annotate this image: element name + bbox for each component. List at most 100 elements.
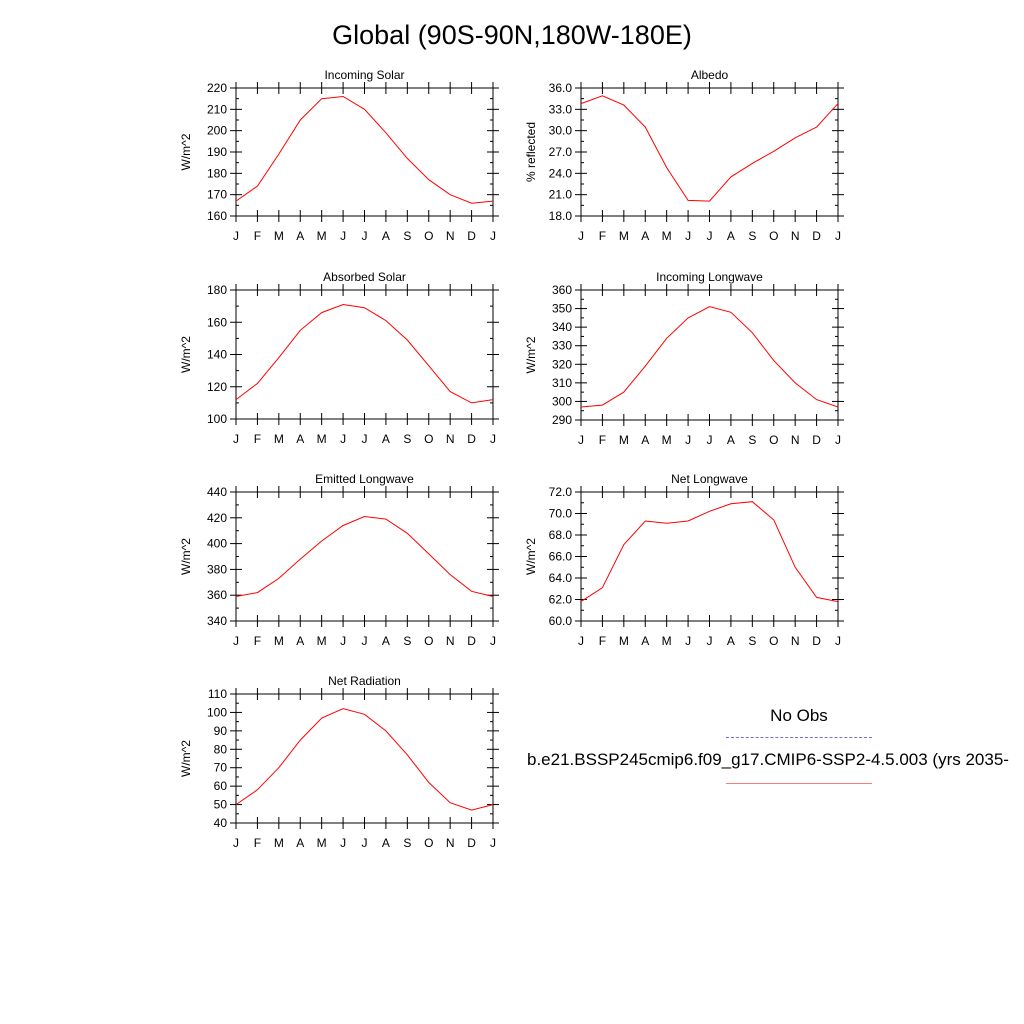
x-tick-label: O xyxy=(424,432,433,446)
y-tick-label: 200 xyxy=(207,124,227,138)
x-tick-label: F xyxy=(254,432,261,446)
series-line xyxy=(235,95,494,204)
y-tick-label: 290 xyxy=(552,413,572,427)
chart-title: Net Radiation xyxy=(328,674,401,688)
x-tick-label: M xyxy=(662,634,672,648)
y-tick-label: 420 xyxy=(207,511,227,525)
x-tick-label: F xyxy=(599,433,606,447)
x-tick-label: S xyxy=(403,229,411,243)
x-tick-label: A xyxy=(382,229,390,243)
x-tick-label: J xyxy=(340,229,346,243)
x-tick-label: J xyxy=(340,634,346,648)
y-tick-label: 40 xyxy=(214,816,228,830)
chart-title: Incoming Solar xyxy=(324,68,404,82)
y-tick-label: 180 xyxy=(207,166,227,180)
x-tick-label: M xyxy=(274,836,284,850)
y-tick-label: 60.0 xyxy=(549,614,573,628)
x-tick-label: S xyxy=(748,634,756,648)
y-axis-label: W/m^2 xyxy=(179,538,193,575)
x-tick-label: J xyxy=(707,433,713,447)
plot-frame xyxy=(580,289,839,421)
x-tick-label: M xyxy=(317,836,327,850)
x-tick-label: N xyxy=(446,432,455,446)
chart-title: Albedo xyxy=(691,68,729,82)
y-tick-label: 360 xyxy=(552,283,572,297)
y-tick-label: 100 xyxy=(207,412,227,426)
y-tick-label: 310 xyxy=(552,376,572,390)
y-axis-label: W/m^2 xyxy=(179,336,193,373)
x-tick-label: N xyxy=(791,229,800,243)
x-tick-label: J xyxy=(578,229,584,243)
y-tick-label: 80 xyxy=(214,742,228,756)
x-tick-label: A xyxy=(382,634,390,648)
y-tick-label: 70.0 xyxy=(549,507,573,521)
y-axis-label: % reflected xyxy=(524,122,538,182)
y-tick-label: 60 xyxy=(214,779,228,793)
x-tick-label: N xyxy=(446,634,455,648)
series-line xyxy=(235,515,494,597)
x-tick-label: F xyxy=(599,634,606,648)
x-tick-label: M xyxy=(619,634,629,648)
y-tick-label: 140 xyxy=(207,348,227,362)
x-tick-label: O xyxy=(769,229,778,243)
y-tick-label: 27.0 xyxy=(549,145,573,159)
x-tick-label: M xyxy=(317,432,327,446)
y-tick-label: 21.0 xyxy=(549,188,573,202)
y-tick-label: 24.0 xyxy=(549,166,573,180)
x-tick-label: J xyxy=(362,634,368,648)
x-tick-label: J xyxy=(490,634,496,648)
x-tick-label: J xyxy=(362,432,368,446)
y-tick-label: 110 xyxy=(208,687,227,701)
y-tick-label: 68.0 xyxy=(549,528,573,542)
chart-title: Net Longwave xyxy=(671,472,748,486)
x-tick-label: N xyxy=(446,836,455,850)
x-tick-label: A xyxy=(296,229,304,243)
y-tick-label: 62.0 xyxy=(549,593,573,607)
x-tick-label: J xyxy=(233,229,239,243)
x-tick-label: A xyxy=(727,433,735,447)
x-tick-label: J xyxy=(233,836,239,850)
y-axis-label: W/m^2 xyxy=(524,538,538,575)
x-tick-label: M xyxy=(274,229,284,243)
series-line xyxy=(580,306,839,408)
x-tick-label: S xyxy=(748,229,756,243)
x-tick-label: J xyxy=(578,634,584,648)
x-tick-label: J xyxy=(685,634,691,648)
x-tick-label: D xyxy=(812,433,821,447)
y-tick-label: 30.0 xyxy=(549,124,573,138)
y-tick-label: 340 xyxy=(207,614,227,628)
chart-panel-4: Incoming Longwave 290 300 310 320 330 340 350 36… xyxy=(524,270,844,447)
x-tick-label: N xyxy=(446,229,455,243)
y-tick-label: 36.0 xyxy=(549,81,573,95)
x-tick-label: S xyxy=(403,836,411,850)
x-tick-label: A xyxy=(641,433,649,447)
y-tick-label: 350 xyxy=(552,302,572,316)
x-tick-label: O xyxy=(769,433,778,447)
y-tick-label: 120 xyxy=(207,380,227,394)
x-tick-label: A xyxy=(296,836,304,850)
x-tick-label: F xyxy=(599,229,606,243)
x-tick-label: J xyxy=(362,229,368,243)
x-tick-label: D xyxy=(467,229,476,243)
x-tick-label: D xyxy=(467,432,476,446)
x-tick-label: A xyxy=(382,836,390,850)
chart-title: Absorbed Solar xyxy=(323,270,406,284)
y-tick-label: 160 xyxy=(207,209,227,223)
chart-title: Incoming Longwave xyxy=(656,270,763,284)
x-tick-label: A xyxy=(296,634,304,648)
x-tick-label: J xyxy=(835,634,841,648)
y-tick-label: 160 xyxy=(207,315,227,329)
y-tick-label: 170 xyxy=(207,188,227,202)
x-tick-label: J xyxy=(835,229,841,243)
y-tick-label: 50 xyxy=(214,798,228,812)
y-tick-label: 180 xyxy=(207,283,227,297)
x-tick-label: N xyxy=(791,634,800,648)
y-tick-label: 70 xyxy=(214,761,228,775)
y-tick-label: 300 xyxy=(552,394,572,408)
x-tick-label: J xyxy=(578,433,584,447)
